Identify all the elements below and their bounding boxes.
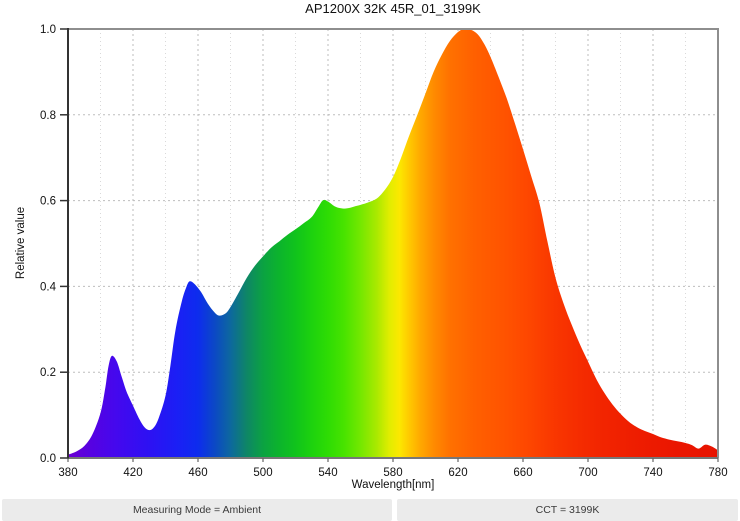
svg-text:0.8: 0.8 — [40, 110, 56, 122]
svg-text:0.2: 0.2 — [40, 367, 56, 379]
svg-text:460: 460 — [188, 467, 207, 479]
svg-text:0.6: 0.6 — [40, 196, 56, 208]
svg-text:780: 780 — [708, 467, 727, 479]
svg-text:1.0: 1.0 — [40, 24, 56, 36]
svg-text:0.0: 0.0 — [40, 453, 56, 465]
spectrum-plot: 0.0 0.2 0.4 0.6 0.8 1.0 380 420 460 500 540 580 620 6… — [40, 24, 728, 479]
svg-text:660: 660 — [513, 467, 532, 479]
svg-text:700: 700 — [578, 467, 597, 479]
svg-text:740: 740 — [643, 467, 662, 479]
svg-text:540: 540 — [318, 467, 337, 479]
x-axis-title: Wavelength[nm] — [351, 479, 435, 491]
cct-badge: CCT = 3199K — [397, 499, 738, 521]
chart-title: AP1200X 32K 45R_01_3199K — [305, 1, 481, 16]
svg-text:500: 500 — [253, 467, 272, 479]
svg-text:580: 580 — [383, 467, 402, 479]
svg-text:620: 620 — [448, 467, 467, 479]
svg-text:380: 380 — [58, 467, 77, 479]
svg-text:0.4: 0.4 — [40, 281, 57, 293]
svg-text:420: 420 — [123, 467, 142, 479]
measuring-mode-badge: Measuring Mode = Ambient — [2, 499, 392, 521]
